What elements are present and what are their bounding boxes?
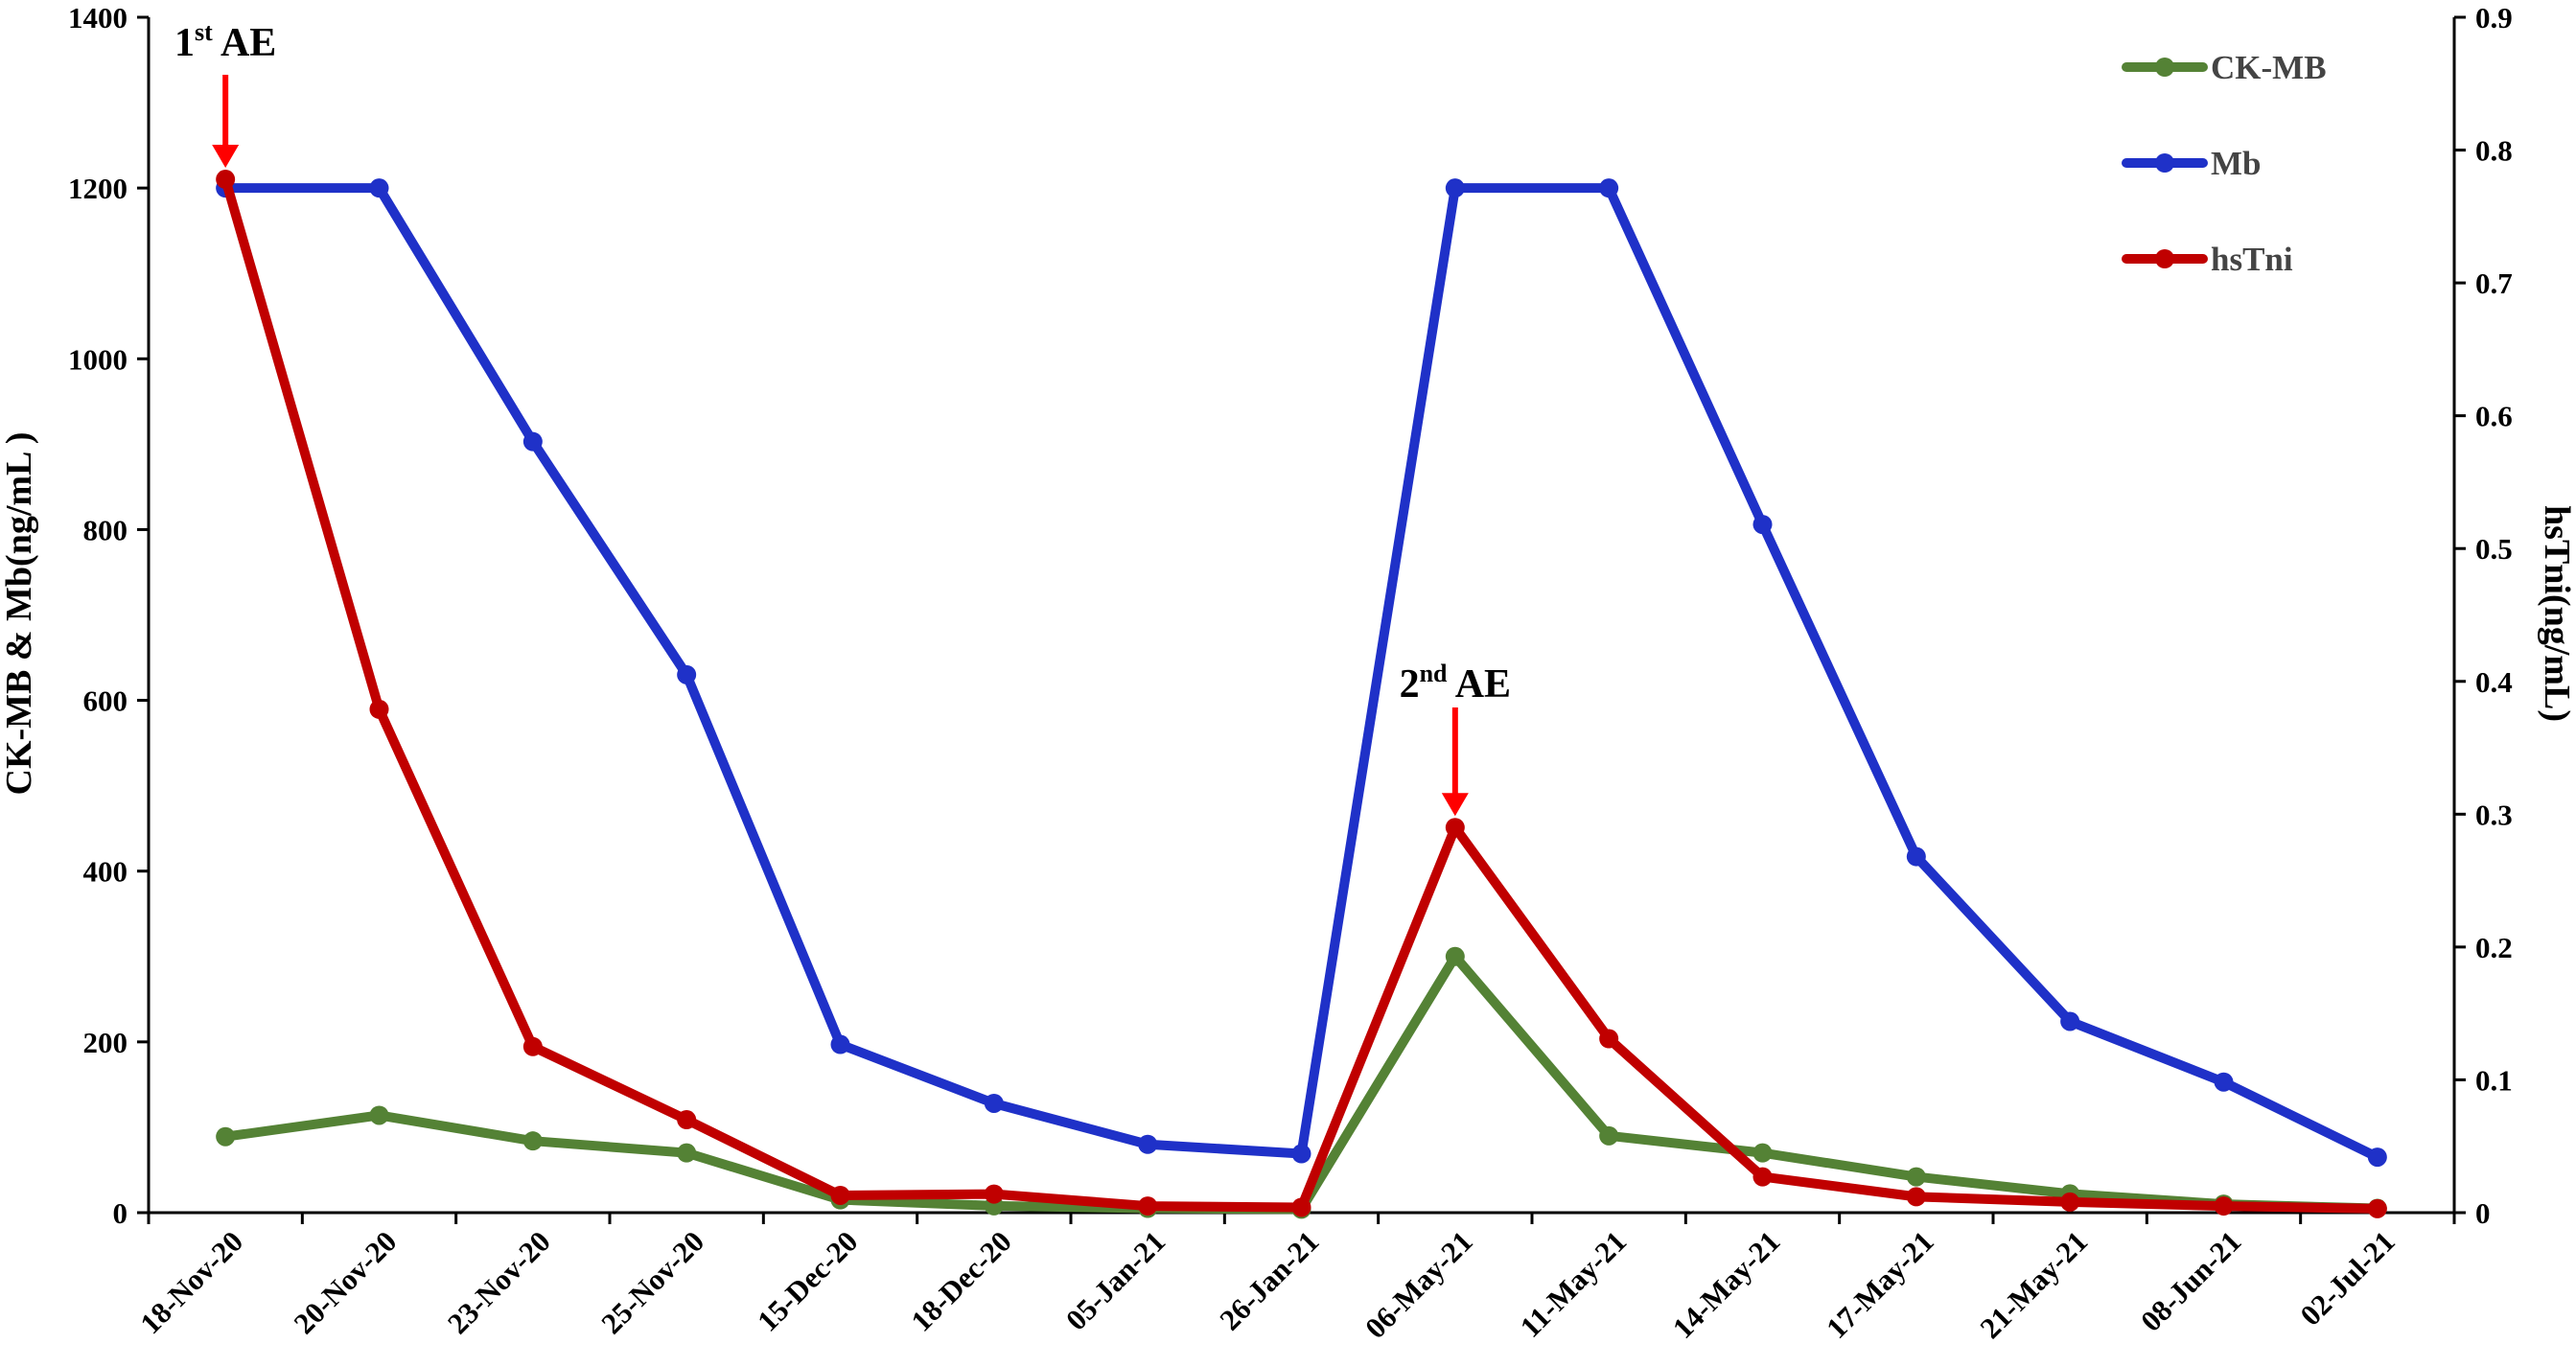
- data-point-ck-mb: [369, 1105, 389, 1125]
- y2-tick-label: 0.7: [2475, 266, 2513, 300]
- data-point-mb: [2060, 1011, 2080, 1031]
- y2-tick-label: 0.6: [2475, 400, 2513, 433]
- y-tick-label: 400: [83, 855, 128, 889]
- data-point-mb: [984, 1093, 1004, 1113]
- data-point-ck-mb: [677, 1143, 697, 1163]
- legend-swatch-marker: [2155, 249, 2174, 268]
- data-point-mb: [830, 1034, 850, 1054]
- data-point-hstni: [1445, 818, 1465, 838]
- data-point-hstni: [2214, 1196, 2234, 1216]
- x-tick-label: 25-Nov-20: [594, 1224, 710, 1340]
- y2-tick-label: 0.2: [2475, 931, 2513, 964]
- x-tick-label: 18-Nov-20: [133, 1224, 249, 1340]
- y2-tick-label: 0.9: [2475, 1, 2513, 35]
- data-point-ck-mb: [1599, 1125, 1619, 1146]
- data-point-mb: [1752, 515, 1773, 535]
- legend-swatch-marker: [2155, 58, 2174, 77]
- data-point-mb: [1138, 1134, 1158, 1154]
- x-tick-label: 05-Jan-21: [1059, 1224, 1172, 1336]
- legend-label: CK-MB: [2211, 49, 2327, 86]
- data-point-mb: [1445, 178, 1465, 198]
- y2-tick-label: 0: [2475, 1196, 2491, 1230]
- data-point-mb: [369, 178, 389, 198]
- data-point-ck-mb: [1445, 946, 1465, 966]
- x-tick-label: 11-May-21: [1514, 1224, 1634, 1344]
- x-tick-label: 26-Jan-21: [1213, 1224, 1325, 1336]
- y-tick-label: 1000: [68, 342, 128, 376]
- data-point-hstni: [2367, 1198, 2387, 1218]
- data-point-ck-mb: [522, 1131, 543, 1151]
- data-point-mb: [677, 664, 697, 684]
- data-point-hstni: [677, 1110, 697, 1130]
- data-point-ck-mb: [1752, 1143, 1773, 1163]
- legend-label: hsTni: [2211, 241, 2293, 278]
- x-tick-label: 15-Dec-20: [751, 1224, 864, 1337]
- legend-label: Mb: [2211, 145, 2262, 182]
- series-line-hstni: [220, 174, 2382, 1214]
- x-tick-label: 23-Nov-20: [441, 1224, 557, 1340]
- legend-swatch-marker: [2155, 153, 2174, 173]
- data-point-hstni: [1752, 1167, 1773, 1187]
- y-tick-label: 800: [83, 513, 128, 546]
- data-point-hstni: [1906, 1187, 1926, 1207]
- x-tick-label: 02-Jul-21: [2293, 1224, 2401, 1332]
- x-tick-label: 06-May-21: [1358, 1224, 1479, 1345]
- x-tick-label: 21-May-21: [1973, 1224, 2094, 1345]
- x-tick-label: 17-May-21: [1820, 1224, 1940, 1345]
- y-tick-label: 1200: [68, 172, 128, 205]
- data-point-mb: [1291, 1144, 1311, 1164]
- ae-arrow-head: [1441, 793, 1469, 817]
- y2-tick-label: 0.3: [2475, 798, 2513, 831]
- ae-annotation-label: 2nd AE: [1400, 660, 1511, 707]
- series-line-mb: [220, 183, 2382, 1163]
- series-layer: [216, 170, 2387, 1219]
- data-point-ck-mb: [1906, 1167, 1926, 1187]
- data-point-hstni: [984, 1184, 1004, 1204]
- data-point-ck-mb: [216, 1126, 236, 1147]
- series-line-ck-mb: [220, 951, 2382, 1215]
- data-point-mb: [2367, 1147, 2387, 1168]
- y2-tick-label: 0.5: [2475, 532, 2513, 566]
- x-tick-label: 08-Jun-21: [2134, 1224, 2248, 1338]
- annotation-layer: 1st AE 2nd AE: [174, 18, 1511, 817]
- y2-tick-label: 0.8: [2475, 134, 2513, 168]
- y-axis-title: CK-MB & Mb(ng/mL ): [0, 432, 39, 796]
- data-point-hstni: [522, 1036, 543, 1056]
- x-tick-label: 18-Dec-20: [904, 1224, 1017, 1337]
- y2-axis-title: hsTni(ng/mL): [2537, 505, 2576, 722]
- data-point-hstni: [1291, 1197, 1311, 1217]
- x-tick-label: 14-May-21: [1666, 1224, 1787, 1345]
- data-point-hstni: [830, 1185, 850, 1205]
- axes: 0 200 400 600 800 1000 1200 1400 0 0.1 0.2 0.3 0.4 0.…: [68, 1, 2513, 1345]
- data-point-hstni: [216, 170, 236, 190]
- data-point-hstni: [369, 699, 389, 719]
- data-point-mb: [1599, 178, 1619, 198]
- data-point-mb: [2214, 1072, 2234, 1092]
- y-tick-label: 1400: [68, 1, 128, 35]
- data-point-mb: [1906, 846, 1926, 867]
- data-point-mb: [522, 431, 543, 452]
- ae-arrow-head: [212, 145, 240, 169]
- y2-tick-label: 0.1: [2475, 1063, 2513, 1097]
- y-tick-label: 0: [113, 1196, 128, 1230]
- x-tick-label: 20-Nov-20: [288, 1224, 404, 1340]
- y2-tick-label: 0.4: [2475, 665, 2513, 699]
- data-point-hstni: [1138, 1196, 1158, 1216]
- ae-annotation-label: 1st AE: [174, 18, 276, 65]
- legend: CK-MB Mb hsTni: [2122, 49, 2327, 278]
- data-point-hstni: [1599, 1029, 1619, 1049]
- y-tick-label: 200: [83, 1026, 128, 1059]
- data-point-hstni: [2060, 1192, 2080, 1212]
- y-tick-label: 600: [83, 684, 128, 718]
